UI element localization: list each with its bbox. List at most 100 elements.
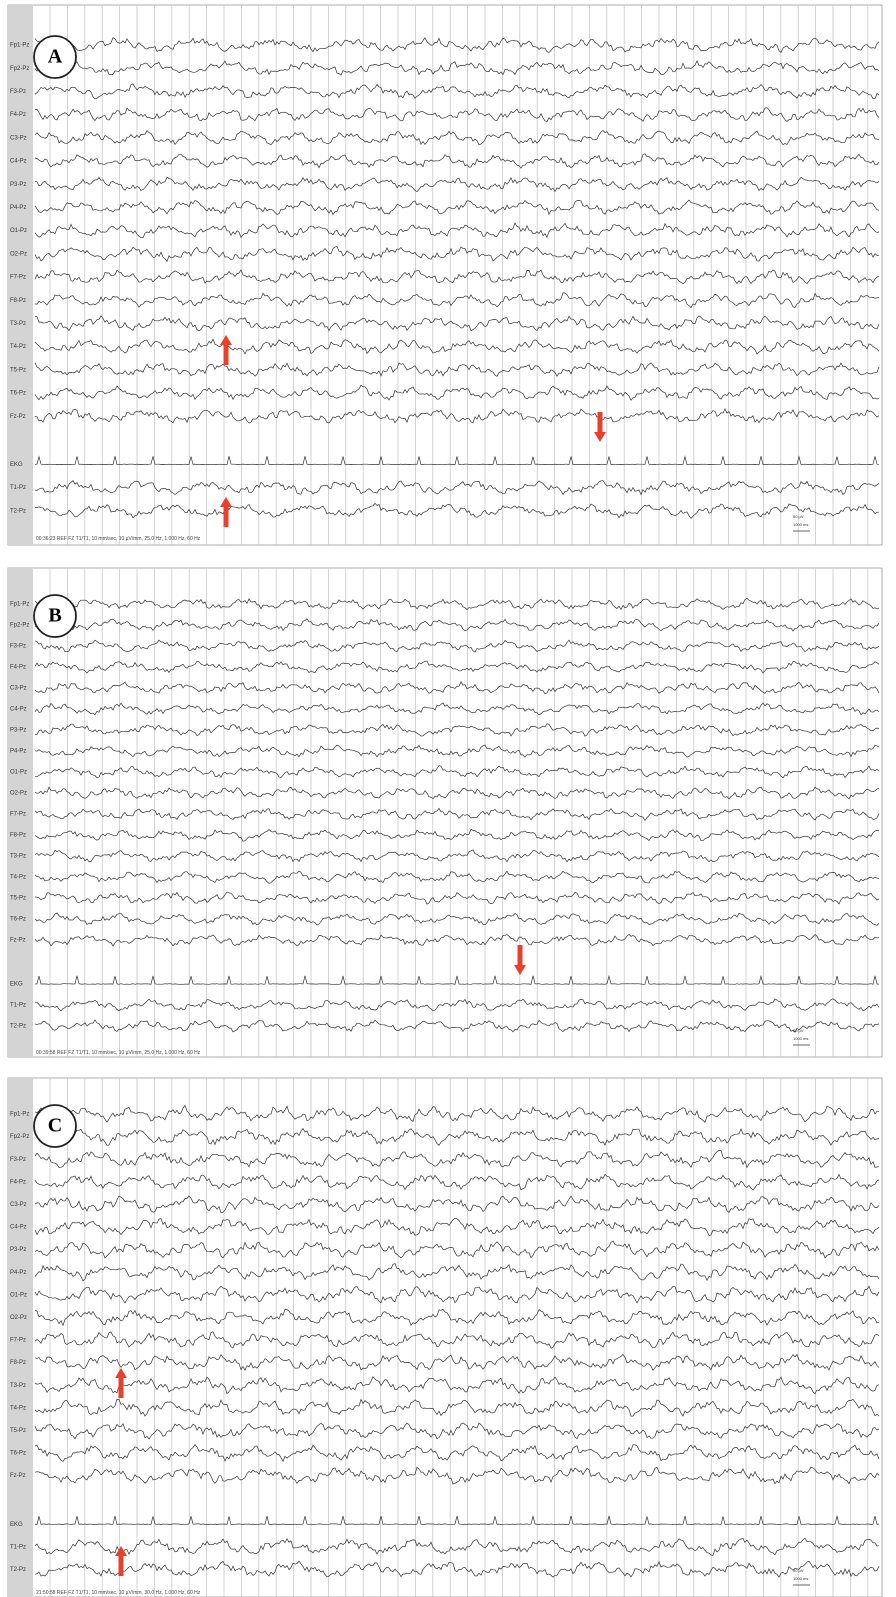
red-arrow — [115, 1368, 127, 1398]
eeg-trace — [34, 1353, 880, 1371]
channel-label: T3-Pz — [10, 854, 26, 860]
eeg-trace — [34, 807, 880, 822]
channel-label: T4-Pz — [10, 344, 26, 350]
eeg-trace — [34, 1263, 880, 1282]
eeg-trace — [34, 1127, 880, 1146]
scale-amplitude: 50 µV — [793, 1028, 804, 1033]
red-arrow — [220, 497, 232, 527]
eeg-trace — [34, 912, 880, 926]
channel-label: T5-Pz — [10, 367, 26, 373]
footer-info: 00:39:58 REF FZ T1/T1, 10 mm/sec, 10 µV/… — [36, 1050, 201, 1056]
channel-label: T2-Pz — [10, 1024, 26, 1030]
scale-time: 1000 ms — [793, 1036, 808, 1041]
channel-label: P3-Pz — [10, 182, 26, 188]
eeg-trace — [34, 107, 880, 123]
channel-label: T4-Pz — [10, 1405, 26, 1411]
red-arrow — [220, 335, 232, 365]
channel-label: O1-Pz — [10, 1292, 27, 1298]
channel-label: P4-Pz — [10, 1270, 26, 1276]
channel-label: F7-Pz — [10, 275, 26, 281]
channel-label: F4-Pz — [10, 665, 26, 671]
eeg-trace — [34, 891, 880, 905]
eeg-trace — [34, 1173, 880, 1191]
channel-label: C3-Pz — [10, 1202, 27, 1208]
footer-info: 00:36:23 REF FZ T1/T1, 10 mm/sec, 10 µV/… — [36, 536, 201, 542]
channel-label: T5-Pz — [10, 896, 26, 902]
red-arrow — [115, 1546, 127, 1576]
footer-info: 21:50:58 REF FZ T1/T1, 10 mm/sec, 10 µV/… — [36, 1590, 201, 1596]
channel-label: F7-Pz — [10, 1338, 26, 1344]
channel-label: C4-Pz — [10, 1225, 27, 1231]
channel-label: F4-Pz — [10, 112, 26, 118]
eeg-trace — [34, 269, 880, 285]
channel-label: T6-Pz — [10, 917, 26, 923]
channel-label: T4-Pz — [10, 875, 26, 881]
red-arrow — [594, 412, 606, 442]
eeg-trace — [34, 1285, 880, 1304]
eeg-trace — [34, 1308, 880, 1327]
scale-amplitude: 50 µV — [793, 514, 804, 519]
channel-label: T3-Pz — [10, 321, 26, 327]
eeg-trace — [34, 338, 880, 355]
channel-label: O1-Pz — [10, 770, 27, 776]
panel-badge — [33, 35, 77, 79]
eeg-trace — [34, 786, 880, 800]
ekg-trace — [34, 974, 880, 985]
channel-label: F8-Pz — [10, 298, 26, 304]
channel-label: Fp1-Pz — [10, 43, 29, 49]
eeg-trace — [34, 1422, 880, 1440]
channel-label: T5-Pz — [10, 1428, 26, 1434]
eeg-trace — [34, 222, 880, 239]
scale-time: 1000 ms — [793, 522, 808, 527]
panel-frame — [7, 1077, 883, 1597]
eeg-panel: Fp1-Pz Fp2-Pz F3-Pz F4-Pz C3-Pz C4-Pz P3-Pz P4-… — [7, 567, 883, 1058]
label-column — [8, 1078, 33, 1597]
scale-time: 1000 ms — [793, 1576, 808, 1581]
eeg-trace — [34, 702, 880, 716]
channel-label: Fp1-Pz — [10, 602, 29, 608]
channel-label: T2-Pz — [10, 508, 26, 514]
ekg-trace — [34, 1514, 880, 1525]
channel-label: P3-Pz — [10, 1247, 26, 1253]
label-column — [8, 568, 33, 1057]
eeg-trace — [34, 597, 880, 611]
panel-badge — [33, 1104, 77, 1148]
channel-label: EKG — [10, 462, 23, 468]
eeg-trace — [34, 934, 880, 947]
channel-label: T3-Pz — [10, 1383, 26, 1389]
eeg-trace — [34, 408, 880, 424]
panel-frame — [7, 4, 883, 546]
eeg-trace — [34, 384, 880, 401]
channel-label: O2-Pz — [10, 791, 27, 797]
eeg-trace — [34, 1217, 880, 1236]
channel-label: Fp1-Pz — [10, 1112, 29, 1118]
eeg-panel: Fp1-Pz Fp2-Pz F3-Pz F4-Pz C3-Pz C4-Pz P3-Pz P4-… — [7, 1077, 883, 1597]
eeg-trace — [34, 83, 880, 100]
eeg-trace — [34, 639, 880, 653]
eeg-trace — [34, 315, 880, 332]
channel-label: C3-Pz — [10, 135, 27, 141]
eeg-trace — [34, 618, 880, 632]
panel-frame — [7, 567, 883, 1058]
channel-label: F8-Pz — [10, 833, 26, 839]
eeg-trace — [34, 1466, 880, 1485]
channel-label: T1-Pz — [10, 1544, 26, 1550]
red-arrow — [514, 945, 526, 975]
channel-label: Fz-Pz — [10, 414, 26, 420]
channel-label: P4-Pz — [10, 205, 26, 211]
eeg-trace — [34, 765, 880, 779]
eeg-trace — [34, 199, 880, 216]
channel-label: O2-Pz — [10, 251, 27, 257]
channel-label: Fp2-Pz — [10, 66, 29, 72]
channel-label: F7-Pz — [10, 812, 26, 818]
channel-label: C4-Pz — [10, 159, 27, 165]
channel-label: Fp2-Pz — [10, 623, 29, 629]
eeg-trace — [34, 176, 880, 193]
channel-label: O2-Pz — [10, 1315, 27, 1321]
eeg-trace — [34, 998, 880, 1012]
label-column — [8, 5, 33, 545]
channel-label: Fz-Pz — [10, 938, 26, 944]
eeg-trace — [34, 1019, 880, 1033]
eeg-panel: Fp1-Pz Fp2-Pz F3-Pz F4-Pz C3-Pz C4-Pz P3-Pz P4-… — [7, 4, 883, 546]
